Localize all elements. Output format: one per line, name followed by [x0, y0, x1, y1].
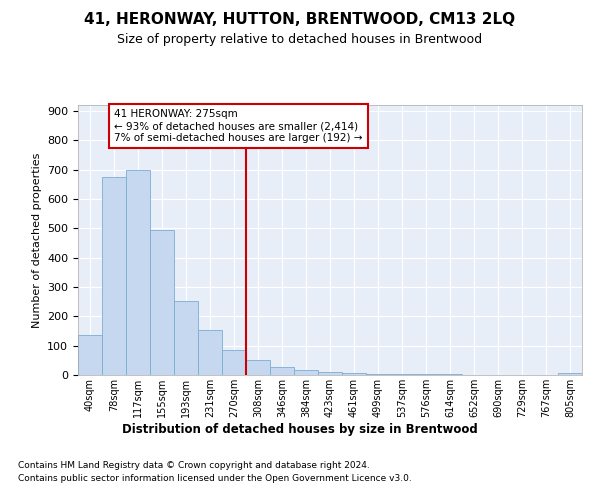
- Bar: [78, 336, 102, 375]
- Bar: [222, 350, 246, 375]
- Bar: [198, 330, 222, 375]
- Bar: [318, 372, 342, 375]
- Bar: [390, 374, 414, 375]
- Bar: [102, 177, 126, 375]
- Bar: [414, 374, 438, 375]
- Bar: [558, 372, 582, 375]
- Bar: [438, 374, 462, 375]
- Text: Size of property relative to detached houses in Brentwood: Size of property relative to detached ho…: [118, 32, 482, 46]
- Bar: [126, 170, 150, 375]
- Text: 41 HERONWAY: 275sqm
← 93% of detached houses are smaller (2,414)
7% of semi-deta: 41 HERONWAY: 275sqm ← 93% of detached ho…: [114, 110, 362, 142]
- Bar: [150, 230, 174, 375]
- Bar: [366, 374, 390, 375]
- Text: Contains public sector information licensed under the Open Government Licence v3: Contains public sector information licen…: [18, 474, 412, 483]
- Text: Contains HM Land Registry data © Crown copyright and database right 2024.: Contains HM Land Registry data © Crown c…: [18, 461, 370, 470]
- Bar: [270, 367, 294, 375]
- Bar: [246, 360, 270, 375]
- Bar: [174, 300, 198, 375]
- Y-axis label: Number of detached properties: Number of detached properties: [32, 152, 41, 328]
- Bar: [342, 372, 366, 375]
- Text: Distribution of detached houses by size in Brentwood: Distribution of detached houses by size …: [122, 422, 478, 436]
- Text: 41, HERONWAY, HUTTON, BRENTWOOD, CM13 2LQ: 41, HERONWAY, HUTTON, BRENTWOOD, CM13 2L…: [85, 12, 515, 28]
- Bar: [294, 370, 318, 375]
